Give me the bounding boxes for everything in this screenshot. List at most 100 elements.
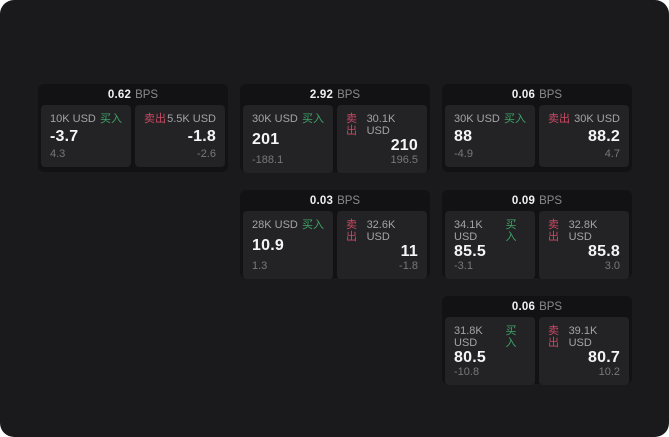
buy-side-label: 买入: [302, 113, 324, 125]
sell-panel-top: 卖出 32.8K USD: [548, 219, 620, 243]
card-header: 0.09 BPS: [442, 190, 632, 209]
buy-amount: 30K USD: [454, 113, 500, 125]
sell-side-label: 卖出: [548, 325, 559, 349]
bps-value: 2.92: [309, 88, 334, 101]
card-header: 2.92 BPS: [240, 84, 430, 103]
quote-panels: 10K USD 买入 -3.7 4.3 卖出 5.5K USD -1.8 -2.…: [38, 103, 228, 172]
buy-panel[interactable]: 34.1K USD 买入 85.5 -3.1: [445, 211, 535, 279]
sell-amount: 32.8K USD: [568, 219, 598, 243]
buy-amount: 10K USD: [50, 113, 96, 125]
buy-sub-value: -4.9: [454, 148, 473, 160]
bps-value: 0.06: [511, 300, 536, 313]
buy-panel[interactable]: 28K USD 买入 10.9 1.3: [243, 211, 333, 279]
card-header: 0.06 BPS: [442, 84, 632, 103]
bps-unit-label: BPS: [337, 88, 361, 101]
sell-side-label: 卖出: [346, 219, 357, 243]
buy-panel-top: 28K USD 买入: [252, 219, 324, 231]
sell-sub-value: 196.5: [390, 154, 418, 166]
quote-panels: 34.1K USD 买入 85.5 -3.1 卖出 32.8K USD 85.8…: [442, 209, 632, 284]
buy-side-label: 买入: [100, 113, 122, 125]
sell-panel[interactable]: 卖出 30K USD 88.2 4.7: [539, 105, 629, 167]
sell-sub-value: 3.0: [604, 260, 620, 272]
sell-amount: 30K USD: [574, 113, 620, 125]
sell-amount: 5.5K USD: [167, 113, 216, 125]
buy-sub-value: -188.1: [252, 154, 284, 166]
sell-amount: 32.6K USD: [366, 219, 396, 243]
bps-value: 0.06: [511, 88, 536, 101]
buy-sub-value: -3.1: [454, 260, 473, 272]
bps-value: 0.03: [309, 194, 334, 207]
bps-unit-label: BPS: [539, 88, 563, 101]
buy-price: 88: [454, 128, 473, 145]
buy-amount: 34.1K USD: [454, 219, 483, 243]
sell-panel-top: 卖出 30K USD: [548, 113, 620, 125]
sell-panel-top: 卖出 32.6K USD: [346, 219, 418, 243]
card-grid: 0.62 BPS 10K USD 买入 -3.7 4.3 卖出 5.5K USD…: [38, 84, 632, 385]
sell-panel[interactable]: 卖出 39.1K USD 80.7 10.2: [539, 317, 629, 385]
bps-unit-label: BPS: [337, 194, 361, 207]
bps-unit-label: BPS: [539, 300, 563, 313]
sell-panel-top: 卖出 30.1K USD: [346, 113, 418, 137]
bps-value: 0.62: [107, 88, 132, 101]
sell-price: 88.2: [588, 128, 620, 145]
buy-price: -3.7: [50, 128, 79, 145]
quote-card: 0.09 BPS 34.1K USD 买入 85.5 -3.1 卖出 32.8K…: [442, 190, 632, 279]
bps-unit-label: BPS: [135, 88, 159, 101]
buy-sub-value: 1.3: [252, 260, 268, 272]
buy-panel[interactable]: 30K USD 买入 201 -188.1: [243, 105, 333, 173]
buy-amount: 31.8K USD: [454, 325, 483, 349]
sell-price: -1.8: [187, 128, 216, 145]
buy-side-label: 买入: [505, 219, 517, 243]
quote-panels: 28K USD 买入 10.9 1.3 卖出 32.6K USD 11 -1.8: [240, 209, 430, 284]
quote-card: 0.06 BPS 31.8K USD 买入 80.5 -10.8 卖出 39.1…: [442, 296, 632, 385]
sell-sub-value: -2.6: [197, 148, 216, 160]
quote-panels: 30K USD 买入 88 -4.9 卖出 30K USD 88.2 4.7: [442, 103, 632, 172]
buy-price: 85.5: [454, 243, 486, 260]
buy-side-label: 买入: [505, 325, 517, 349]
sell-side-label: 卖出: [548, 219, 559, 243]
buy-panel-top: 30K USD 买入: [454, 113, 526, 125]
bps-value: 0.09: [511, 194, 536, 207]
buy-panel-top: 30K USD 买入: [252, 113, 324, 125]
buy-panel-top: 10K USD 买入: [50, 113, 122, 125]
sell-amount: 39.1K USD: [568, 325, 598, 349]
sell-price: 11: [400, 243, 418, 260]
buy-price: 201: [252, 131, 280, 148]
sell-panel[interactable]: 卖出 32.6K USD 11 -1.8: [337, 211, 427, 279]
sell-panel-top: 卖出 39.1K USD: [548, 325, 620, 349]
quote-card: 2.92 BPS 30K USD 买入 201 -188.1 卖出 30.1K …: [240, 84, 430, 173]
buy-sub-value: 4.3: [50, 148, 66, 160]
buy-side-label: 买入: [302, 219, 324, 231]
sell-side-label: 卖出: [548, 113, 570, 125]
sell-panel[interactable]: 卖出 30.1K USD 210 196.5: [337, 105, 427, 173]
card-header: 0.06 BPS: [442, 296, 632, 315]
quote-card: 0.06 BPS 30K USD 买入 88 -4.9 卖出 30K USD 8…: [442, 84, 632, 172]
bps-unit-label: BPS: [539, 194, 563, 207]
sell-price: 85.8: [588, 243, 620, 260]
buy-panel[interactable]: 31.8K USD 买入 80.5 -10.8: [445, 317, 535, 385]
sell-sub-value: -1.8: [399, 260, 418, 272]
sell-amount: 30.1K USD: [366, 113, 396, 137]
sell-panel-top: 卖出 5.5K USD: [144, 113, 216, 125]
buy-price: 10.9: [252, 237, 284, 254]
buy-price: 80.5: [454, 349, 486, 366]
buy-panel-top: 34.1K USD 买入: [454, 219, 526, 243]
quote-panels: 30K USD 买入 201 -188.1 卖出 30.1K USD 210 1…: [240, 103, 430, 178]
sell-price: 80.7: [588, 349, 620, 366]
sell-panel[interactable]: 卖出 5.5K USD -1.8 -2.6: [135, 105, 225, 167]
quote-card: 0.62 BPS 10K USD 买入 -3.7 4.3 卖出 5.5K USD…: [38, 84, 228, 172]
buy-panel[interactable]: 10K USD 买入 -3.7 4.3: [41, 105, 131, 167]
sell-panel[interactable]: 卖出 32.8K USD 85.8 3.0: [539, 211, 629, 279]
sell-sub-value: 10.2: [598, 366, 620, 378]
buy-sub-value: -10.8: [454, 366, 480, 378]
quote-panels: 31.8K USD 买入 80.5 -10.8 卖出 39.1K USD 80.…: [442, 315, 632, 390]
sell-price: 210: [390, 137, 418, 154]
buy-panel[interactable]: 30K USD 买入 88 -4.9: [445, 105, 535, 167]
sell-side-label: 卖出: [346, 113, 357, 137]
buy-amount: 28K USD: [252, 219, 298, 231]
sell-side-label: 卖出: [144, 113, 166, 125]
buy-side-label: 买入: [504, 113, 526, 125]
sell-sub-value: 4.7: [604, 148, 620, 160]
quote-card: 0.03 BPS 28K USD 买入 10.9 1.3 卖出 32.6K US…: [240, 190, 430, 279]
